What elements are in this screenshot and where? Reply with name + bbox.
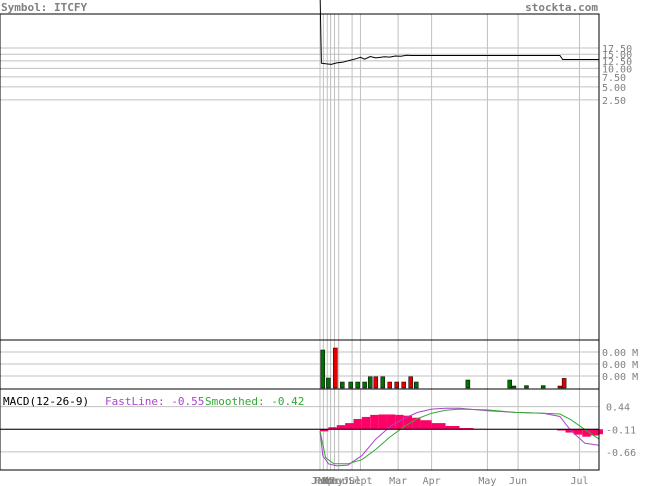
macd-histogram-bar [320, 429, 329, 432]
macd-histogram-bar [386, 414, 396, 430]
month-label: Sept [348, 476, 372, 486]
volume-bar [408, 376, 413, 389]
price-tick-label: 5.00 [602, 83, 626, 94]
volume-bar [540, 385, 546, 389]
macd-histogram-bar [431, 423, 446, 430]
month-label: Feb [314, 476, 332, 486]
macd-smoothed-line [319, 408, 600, 465]
volume-tick-label: 0.00 M [602, 348, 638, 359]
volume-bar [340, 381, 345, 389]
month-label: Apr [322, 476, 340, 486]
month-label: Jun [509, 476, 527, 486]
volume-bar [414, 381, 419, 389]
price-tick-label: 7.50 [602, 73, 626, 84]
macd-histogram-bar [445, 425, 460, 430]
symbol-label: Symbol: ITCFY [1, 1, 87, 14]
volume-bar [367, 376, 373, 389]
month-label: Apr [423, 476, 441, 486]
macd-histogram-bar [590, 429, 599, 436]
price-tick-label: 10.00 [602, 64, 632, 75]
volume-bars [320, 347, 567, 389]
volume-bar [557, 385, 563, 389]
volume-bar [373, 376, 379, 389]
macd-fastline-legend: FastLine: -0.55 [105, 395, 204, 408]
macd-histogram-bar [573, 429, 583, 435]
volume-bar [394, 381, 399, 389]
macd-axis-ticks: 0.44 -0.11 -0.66 [606, 403, 636, 459]
volume-bar [387, 381, 392, 389]
volume-bar [355, 381, 360, 389]
macd-histogram-bar [378, 414, 387, 430]
macd-histogram-bar [412, 417, 421, 430]
price-line [319, 0, 599, 65]
macd-tick-label: 0.44 [606, 403, 630, 414]
month-label: Mar [389, 476, 407, 486]
macd-tick-label: -0.66 [606, 448, 636, 459]
macd-histogram-bar [336, 425, 346, 430]
volume-bar [524, 385, 529, 389]
macd-smoothed-legend: Smoothed: -0.42 [205, 395, 304, 408]
volume-bar [362, 381, 367, 389]
macd-histogram-bar [370, 414, 379, 430]
macd-histogram-bar [565, 429, 574, 433]
price-grid [0, 14, 599, 340]
volume-tick-label: 0.00 M [602, 372, 638, 383]
macd-histogram [320, 414, 603, 437]
volume-bar [326, 377, 331, 389]
macd-histogram-bar [459, 428, 474, 430]
month-label: May [478, 476, 496, 486]
month-label: May [325, 476, 343, 486]
price-tick-label: 2.50 [602, 96, 626, 107]
macd-histogram-bar [361, 416, 371, 430]
volume-bar [507, 379, 512, 389]
macd-panel [0, 388, 600, 471]
volume-bar [320, 349, 326, 389]
macd-histogram-bar [353, 418, 362, 430]
month-label: Jan [311, 476, 329, 486]
volume-bar [465, 379, 471, 389]
month-label: Mar [318, 476, 336, 486]
volume-bar [333, 347, 338, 389]
macd-title: MACD(12-26-9) [3, 395, 89, 408]
volume-tick-label: 0.00 M [602, 360, 638, 371]
macd-histogram-bar [328, 427, 337, 430]
macd-histogram-bar [420, 420, 432, 430]
macd-histogram-bar [557, 429, 566, 431]
macd-histogram-bar [395, 414, 404, 430]
price-tick-label: 17.50 [602, 44, 632, 55]
volume-axis-ticks: 0.00 M0.00 M0.00 M [602, 348, 638, 383]
macd-histogram-bar [599, 429, 603, 435]
price-tick-label: 12.50 [602, 57, 632, 68]
macd-fastline [319, 407, 600, 467]
price-tick-label: 15.00 [602, 50, 632, 61]
site-label: stockta.com [525, 1, 598, 14]
volume-bar [511, 385, 517, 389]
volume-bar [348, 381, 353, 389]
macd-histogram-bar [345, 423, 354, 430]
month-label: Jul [570, 476, 588, 486]
volume-bar [380, 376, 386, 389]
macd-histogram-bar [582, 429, 591, 437]
volume-bar [561, 378, 567, 389]
month-label: Jul [343, 476, 361, 486]
month-label: Jun [330, 476, 348, 486]
macd-tick-label: -0.11 [606, 425, 636, 436]
price-panel [0, 13, 600, 341]
macd-histogram-bar [403, 415, 413, 430]
volume-bar [401, 381, 406, 389]
